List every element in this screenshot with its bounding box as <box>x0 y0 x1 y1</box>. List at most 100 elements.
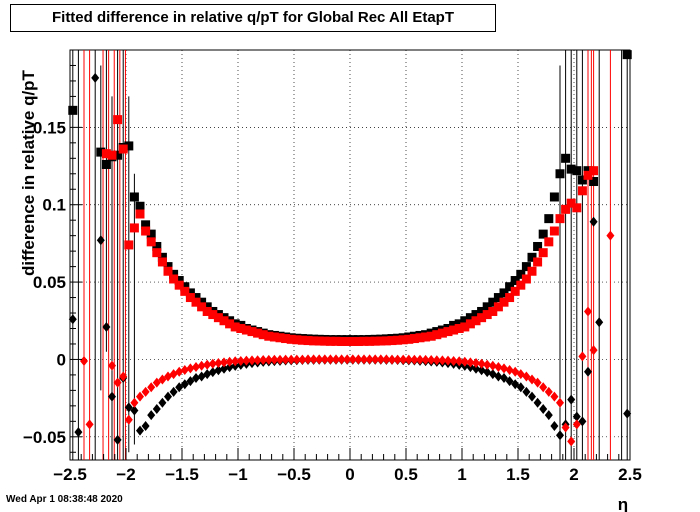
data-point-diamond <box>102 321 111 332</box>
data-point-diamond <box>158 397 167 408</box>
data-point-diamond <box>494 371 503 382</box>
data-point-diamond <box>539 403 548 414</box>
data-point-square <box>465 319 475 329</box>
data-point-square <box>544 237 554 247</box>
data-point-diamond <box>332 354 340 365</box>
data-point-square <box>96 147 106 157</box>
data-point-diamond <box>421 354 430 365</box>
data-point-square <box>426 331 436 341</box>
data-point-square <box>174 276 184 286</box>
data-point-diamond <box>572 419 581 430</box>
data-point-square <box>197 302 207 312</box>
data-point-square <box>482 310 492 320</box>
x-tick-label: 2 <box>569 465 578 484</box>
data-point-square <box>471 316 481 326</box>
data-point-square <box>488 297 498 307</box>
data-point-square <box>124 240 134 250</box>
data-point-square <box>437 328 447 338</box>
data-point-diamond <box>208 358 217 369</box>
data-point-diamond <box>287 354 296 365</box>
data-point-square <box>275 333 285 343</box>
data-point-square <box>381 336 391 346</box>
data-point-square <box>622 50 632 60</box>
data-point-square <box>314 336 324 346</box>
data-point-diamond <box>483 359 492 370</box>
data-point-square <box>409 334 419 344</box>
data-point-diamond <box>416 354 424 365</box>
data-point-square <box>505 293 515 303</box>
data-point-square <box>113 150 123 160</box>
data-point-diamond <box>231 356 240 367</box>
data-point-square <box>157 252 167 262</box>
x-tick-label: 2.5 <box>618 465 642 484</box>
data-point-square <box>129 192 139 202</box>
data-point-square <box>342 336 352 346</box>
data-point-square <box>505 282 515 292</box>
data-point-diamond <box>544 386 553 397</box>
data-point-square <box>253 328 263 338</box>
data-point-diamond <box>141 420 150 431</box>
data-point-diamond <box>141 386 150 397</box>
data-point-diamond <box>136 425 144 436</box>
data-point-square <box>163 266 173 276</box>
data-point-square <box>488 306 498 316</box>
axes: −2.5 −2 −1.5 −1 −0.5 0 0.5 1 1.5 2 2.5 −0.05 0 0.05 0.… <box>23 49 642 484</box>
data-point-square <box>449 325 459 335</box>
data-point-square <box>583 170 593 180</box>
data-point-square <box>572 166 582 176</box>
data-point-diamond <box>292 354 301 365</box>
data-point-diamond <box>360 354 368 365</box>
data-point-square <box>348 336 358 346</box>
data-point-square <box>191 293 201 303</box>
data-point-diamond <box>460 356 469 367</box>
data-point-diamond <box>584 306 592 317</box>
data-point-diamond <box>550 420 559 431</box>
y-tick-label: −0.05 <box>23 428 66 447</box>
data-point-square <box>370 336 380 346</box>
data-point-diamond <box>298 354 307 365</box>
data-point-square <box>236 323 246 333</box>
data-point-diamond <box>304 354 312 365</box>
data-point-diamond <box>455 356 464 367</box>
data-point-square <box>146 237 156 247</box>
data-point-square <box>589 166 599 176</box>
data-point-diamond <box>175 366 184 377</box>
data-point-square <box>443 327 453 337</box>
data-point-square <box>101 159 111 169</box>
data-point-square <box>393 335 403 345</box>
data-point-diamond <box>197 360 206 371</box>
y-axis-label: difference in relative q/pT <box>19 69 38 276</box>
data-point-diamond <box>544 410 553 421</box>
data-point-square <box>337 336 347 346</box>
data-point-square <box>527 266 537 276</box>
data-point-square <box>549 226 559 236</box>
data-point-square <box>415 333 425 343</box>
data-point-diamond <box>578 351 587 362</box>
data-point-diamond <box>276 354 284 365</box>
data-point-diamond <box>220 357 228 368</box>
data-point-square <box>264 331 274 341</box>
data-point-diamond <box>175 382 184 393</box>
data-point-square <box>533 257 543 267</box>
data-point-diamond <box>466 357 475 368</box>
data-point-diamond <box>365 354 374 365</box>
data-point-diamond <box>500 363 508 374</box>
data-point-diamond <box>337 354 346 365</box>
data-point-square <box>297 335 307 345</box>
data-point-square <box>549 192 559 202</box>
data-point-square <box>471 310 481 320</box>
data-point-diamond <box>130 397 139 408</box>
data-point-diamond <box>158 374 167 385</box>
data-point-diamond <box>108 360 116 371</box>
data-point-square <box>191 297 201 307</box>
data-point-diamond <box>505 364 514 375</box>
x-tick-label: 0 <box>345 465 354 484</box>
data-point-diamond <box>354 354 363 365</box>
data-point-square <box>510 276 520 286</box>
data-point-square <box>404 334 414 344</box>
data-point-square <box>320 336 330 346</box>
data-point-square <box>219 316 229 326</box>
data-point-diamond <box>80 355 88 366</box>
data-point-square <box>521 262 531 272</box>
data-point-diamond <box>113 434 122 445</box>
